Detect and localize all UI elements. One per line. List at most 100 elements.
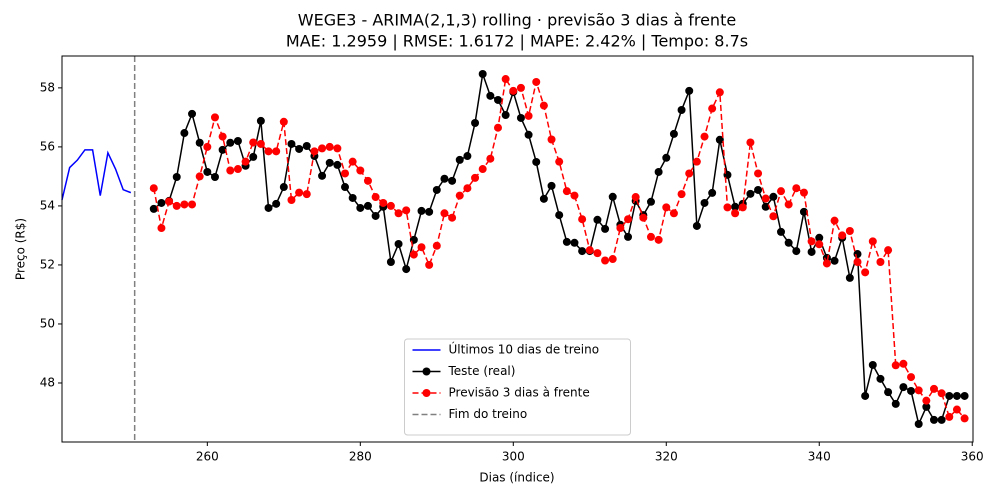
data-point <box>226 166 235 175</box>
data-point <box>279 183 288 192</box>
data-point <box>754 185 763 194</box>
data-point <box>157 198 166 207</box>
data-point <box>646 197 655 206</box>
data-point <box>769 192 778 201</box>
data-point <box>172 201 181 210</box>
data-point <box>555 157 564 166</box>
data-point <box>654 235 663 244</box>
data-point <box>241 157 250 166</box>
data-point <box>646 232 655 241</box>
data-point <box>608 255 617 264</box>
data-point <box>356 203 365 212</box>
chart-subtitle: MAE: 1.2959 | RMSE: 1.6172 | MAPE: 2.42%… <box>286 32 748 51</box>
data-point <box>501 111 510 120</box>
data-point <box>891 361 900 370</box>
data-point <box>379 198 388 207</box>
legend-label: Últimos 10 dias de treino <box>449 342 600 357</box>
data-point <box>639 213 648 222</box>
x-tick-label: 280 <box>349 450 372 464</box>
data-point <box>356 166 365 175</box>
data-point <box>363 201 372 210</box>
data-point <box>700 132 709 141</box>
data-point <box>685 86 694 95</box>
data-point <box>188 200 197 209</box>
data-point <box>807 247 816 256</box>
data-point <box>868 237 877 246</box>
y-tick-label: 52 <box>40 257 55 271</box>
data-point <box>799 207 808 216</box>
data-point <box>907 373 916 382</box>
y-tick-label: 54 <box>40 198 55 212</box>
legend-marker <box>422 389 431 397</box>
data-point <box>272 199 281 208</box>
data-point <box>539 101 548 110</box>
data-point <box>149 204 158 213</box>
data-point <box>937 415 946 424</box>
data-point <box>624 232 633 241</box>
data-point <box>608 192 617 201</box>
data-point <box>585 246 594 255</box>
data-point <box>845 273 854 282</box>
data-point <box>669 209 678 218</box>
data-point <box>478 165 487 174</box>
data-point <box>708 104 717 113</box>
data-point <box>310 147 319 156</box>
data-point <box>578 247 587 256</box>
data-point <box>731 209 740 218</box>
series-line <box>61 149 132 201</box>
data-point <box>792 247 801 256</box>
data-point <box>761 194 770 203</box>
legend-box <box>404 338 631 436</box>
data-point <box>203 142 212 151</box>
data-point <box>417 206 426 215</box>
x-tick-label: 320 <box>655 450 678 464</box>
data-point <box>409 250 418 259</box>
legend-label: Teste (real) <box>448 364 516 378</box>
data-point <box>952 405 961 414</box>
data-point <box>601 256 610 265</box>
data-point <box>455 155 464 164</box>
data-point <box>624 215 633 224</box>
data-point <box>318 171 327 180</box>
data-point <box>448 213 457 222</box>
legend-label: Previsão 3 dias à frente <box>449 386 590 400</box>
data-point <box>333 144 342 153</box>
data-point <box>516 113 525 122</box>
data-point <box>685 169 694 178</box>
data-point <box>830 216 839 225</box>
data-point <box>922 396 931 405</box>
data-point <box>532 157 541 166</box>
data-point <box>593 215 602 224</box>
data-point <box>861 391 870 400</box>
data-point <box>165 197 174 206</box>
data-point <box>195 172 204 181</box>
legend-label: Fim do treino <box>449 407 528 421</box>
data-point <box>394 239 403 248</box>
data-point <box>723 203 732 212</box>
data-point <box>493 123 502 132</box>
data-point <box>455 191 464 200</box>
data-point <box>570 238 579 247</box>
data-point <box>799 188 808 197</box>
data-point <box>952 391 961 400</box>
data-point <box>516 83 525 92</box>
data-point <box>838 231 847 240</box>
data-point <box>876 374 885 383</box>
data-point <box>195 138 204 147</box>
data-point <box>899 383 908 392</box>
data-point <box>432 185 441 194</box>
data-point <box>287 139 296 148</box>
data-point <box>417 243 426 252</box>
data-point <box>914 386 923 395</box>
data-point <box>593 249 602 258</box>
data-point <box>692 157 701 166</box>
data-point <box>631 193 640 202</box>
data-point <box>471 173 480 182</box>
data-point <box>562 187 571 196</box>
data-point <box>264 203 273 212</box>
data-point <box>226 138 235 147</box>
data-point <box>669 129 678 138</box>
data-point <box>524 130 533 139</box>
legend-marker <box>422 367 431 376</box>
y-axis-label: Preço (R$) <box>14 218 28 280</box>
